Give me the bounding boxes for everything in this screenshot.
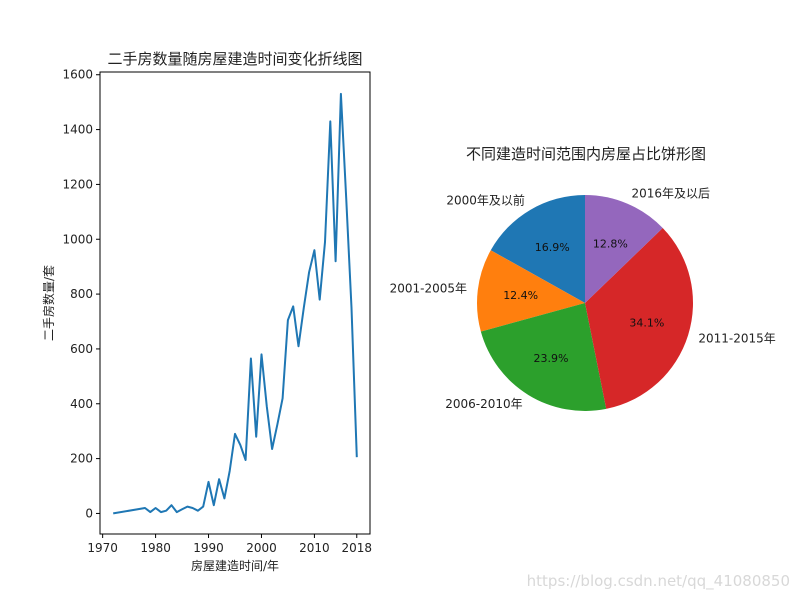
- line-y-axis-label: 二手房数量/套: [41, 265, 56, 341]
- line-chart: 二手房数量随房屋建造时间变化折线图 1970 1980 1990 2000 2010 20…: [41, 50, 372, 573]
- line-y-tick-label: 1600: [62, 68, 93, 82]
- pie-slice: [585, 228, 694, 409]
- pie-slice-percent: 34.1%: [629, 316, 664, 329]
- pie-slice-percent: 12.4%: [503, 289, 538, 302]
- line-y-ticks: 0 200 400 600 800 1000 1200 1400 1600: [62, 68, 100, 520]
- line-y-tick-label: 1200: [62, 177, 93, 191]
- pie-slice-percent: 16.9%: [535, 241, 570, 254]
- pie-slice-label: 2001-2005年: [390, 282, 467, 296]
- pie-slice-label: 2000年及以前: [446, 193, 525, 208]
- pie-chart: 不同建造时间范围内房屋占比饼形图 16.9% 2000年及以前 12.4% 2001-…: [390, 145, 776, 411]
- pie-slice-label: 2016年及以后: [631, 187, 710, 201]
- line-plot-area: [113, 92, 358, 515]
- pie-slice-label: 2011-2015年: [698, 331, 775, 345]
- pie-slices: [477, 195, 694, 412]
- pie-slice: [490, 195, 585, 303]
- line-x-axis-label: 房屋建造时间/年: [191, 558, 279, 573]
- line-x-tick-label: 1970: [87, 541, 118, 555]
- watermark-text: https://blog.csdn.net/qq_41080850: [527, 572, 790, 591]
- pie-slice: [480, 303, 607, 412]
- line-y-tick-label: 1000: [62, 232, 93, 246]
- line-y-tick-label: 200: [70, 452, 93, 466]
- line-y-tick-label: 0: [85, 506, 93, 520]
- line-y-tick-label: 400: [70, 397, 93, 411]
- line-x-ticks: 1970 1980 1990 2000 2010 2018: [87, 534, 372, 555]
- line-x-tick-label: 2010: [299, 541, 330, 555]
- pie-slice-label: 2006-2010年: [445, 397, 522, 411]
- pie-chart-title: 不同建造时间范围内房屋占比饼形图: [466, 145, 706, 163]
- line-y-tick-label: 600: [70, 342, 93, 356]
- line-y-tick-label: 1400: [62, 123, 93, 137]
- pie-labels: 16.9% 2000年及以前 12.4% 2001-2005年 23.9% 2006-20…: [390, 187, 776, 411]
- line-chart-title: 二手房数量随房屋建造时间变化折线图: [107, 50, 362, 68]
- line-x-tick-label: 1980: [140, 541, 171, 555]
- pie-slice-percent: 12.8%: [593, 237, 628, 250]
- pie-slice: [477, 250, 585, 332]
- pie-slice-percent: 23.9%: [534, 352, 569, 365]
- line-x-tick-label: 2018: [341, 541, 372, 555]
- line-chart-frame: [99, 71, 371, 535]
- line-x-tick-label: 2000: [246, 541, 277, 555]
- line-series: [113, 92, 358, 515]
- pie-slice: [585, 195, 663, 303]
- line-y-tick-label: 800: [70, 287, 93, 301]
- line-x-tick-label: 1990: [193, 541, 224, 555]
